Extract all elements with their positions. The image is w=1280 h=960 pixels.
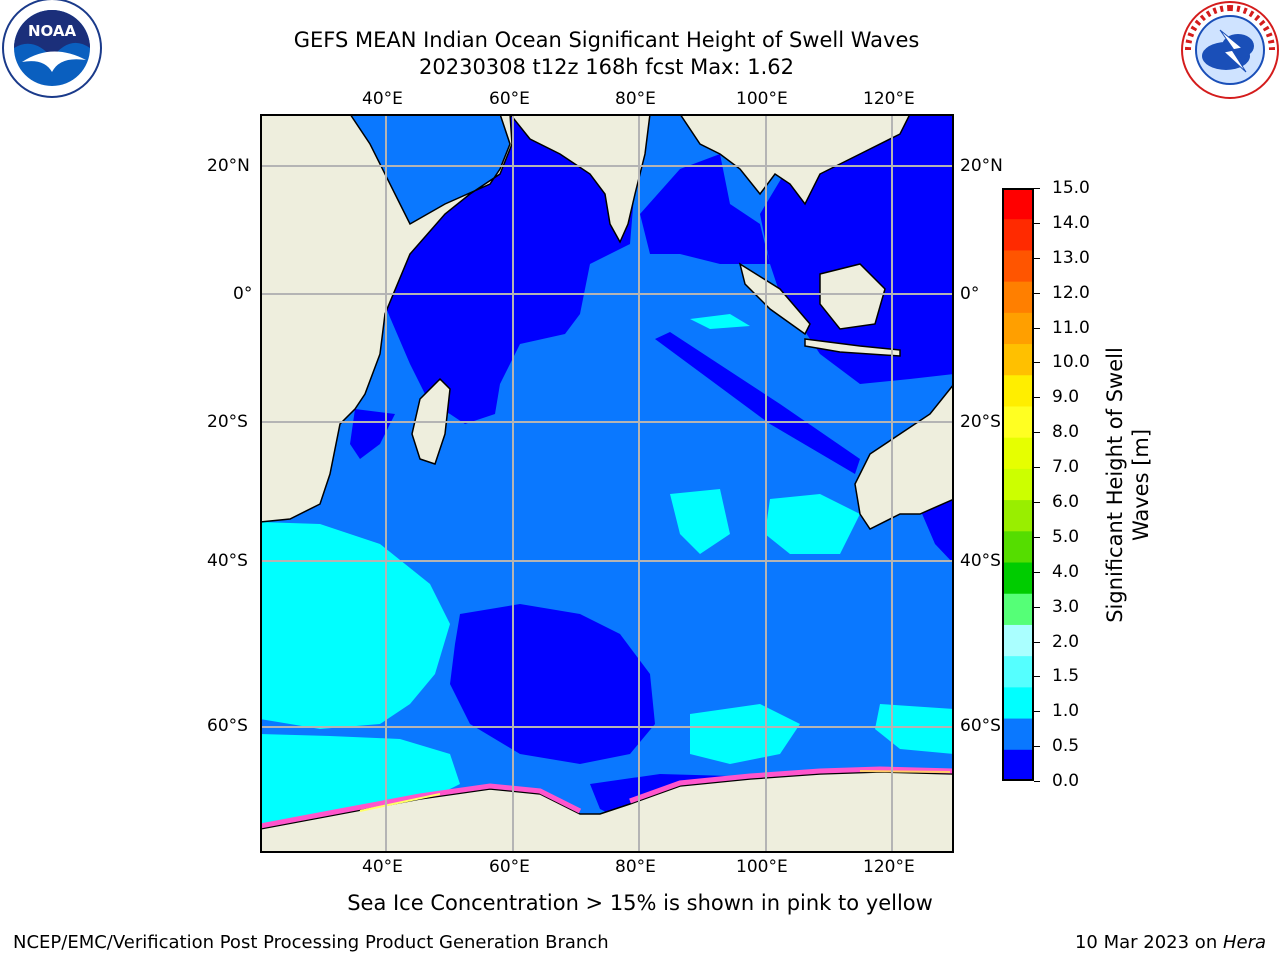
colorbar-tick-label: 13.0 [1052, 247, 1090, 268]
colorbar-swatch [1002, 344, 1034, 376]
map-frame [260, 114, 954, 853]
colorbar-tick-mark [1034, 292, 1040, 294]
footer-branch: NCEP/EMC/Verification Post Processing Pr… [13, 932, 609, 953]
colorbar-tick-label: 7.0 [1052, 457, 1080, 478]
nws-logo [1180, 0, 1280, 100]
colorbar-tick-mark [1034, 397, 1040, 399]
chart-title: GEFS MEAN Indian Ocean Significant Heigh… [293, 28, 920, 52]
colorbar-tick-mark [1034, 571, 1040, 573]
colorbar-tick-label: 12.0 [1052, 282, 1090, 303]
colorbar-tick-mark [1034, 746, 1040, 748]
colorbar-tick-label: 11.0 [1052, 317, 1090, 338]
bottom-lon-label-120e: 120°E [863, 857, 915, 877]
colorbar-tick-label: 1.0 [1052, 701, 1080, 722]
colorbar-swatch [1002, 281, 1034, 314]
colorbar-tick-label: 0.0 [1052, 771, 1080, 791]
left-lat-label-20n: 20°N [207, 156, 250, 176]
top-lon-label-80e: 80°E [615, 89, 656, 109]
top-lon-label-60e: 60°E [489, 89, 530, 109]
noaa-logo: NOAA [0, 0, 108, 100]
colorbar-tick-label: 1.5 [1052, 666, 1080, 687]
colorbar-tick-mark [1034, 432, 1040, 434]
colorbar-swatch [1002, 562, 1034, 595]
colorbar-swatch [1002, 375, 1034, 408]
bottom-lon-label-100e: 100°E [736, 857, 788, 877]
left-lat-label-60s: 60°S [207, 716, 248, 736]
map-canvas [259, 113, 955, 854]
colorbar-tick-mark [1034, 676, 1040, 678]
colorbar-swatch [1002, 687, 1034, 720]
colorbar-swatch [1002, 468, 1034, 501]
chart-subtitle: 20230308 t12z 168h fcst Max: 1.62 [419, 55, 794, 79]
colorbar [1002, 188, 1034, 782]
noaa-logo-text: NOAA [28, 22, 77, 40]
colorbar-tick-label: 0.5 [1052, 736, 1080, 757]
colorbar-tick-mark [1034, 536, 1040, 538]
footer-date-text: 10 Mar 2023 on [1074, 932, 1223, 953]
colorbar-swatch [1002, 406, 1034, 439]
colorbar-swatch [1002, 531, 1034, 564]
colorbar-swatch [1002, 188, 1034, 220]
colorbar-tick-label: 9.0 [1052, 387, 1080, 408]
colorbar-tick-label: 6.0 [1052, 491, 1080, 512]
colorbar-swatch [1002, 624, 1034, 657]
colorbar-swatch [1002, 250, 1034, 283]
colorbar-tick-mark [1034, 467, 1040, 469]
colorbar-swatch [1002, 219, 1034, 252]
colorbar-frame [1002, 188, 1034, 781]
colorbar-tick-label: 5.0 [1052, 526, 1080, 547]
colorbar-label-line2: Waves [m] [1129, 428, 1153, 542]
colorbar-tick-mark [1034, 327, 1040, 329]
colorbar-tick-label: 15.0 [1052, 178, 1090, 198]
colorbar-tick-label: 2.0 [1052, 631, 1080, 652]
footer-date: 10 Mar 2023 on Hera [1075, 932, 1266, 953]
colorbar-swatch [1002, 312, 1034, 345]
colorbar-swatch [1002, 437, 1034, 470]
colorbar-swatch [1002, 718, 1034, 751]
colorbar-tick-mark [1034, 188, 1040, 189]
bottom-lon-label-80e: 80°E [615, 857, 656, 877]
colorbar-ticks: 15.0 14.0 13.0 12.0 11.0 10.0 9.0 8.0 7.0 6.0 5.0 4… [1034, 178, 1114, 793]
colorbar-swatch [1002, 656, 1034, 688]
top-lon-label-120e: 120°E [863, 89, 915, 109]
map-panel [259, 113, 955, 854]
bottom-lon-label-60e: 60°E [489, 857, 530, 877]
colorbar-tick-label: 8.0 [1052, 422, 1080, 443]
colorbar-tick-label: 14.0 [1052, 212, 1090, 233]
colorbar-tick-mark [1034, 606, 1040, 608]
left-lat-label-40s: 40°S [207, 551, 248, 571]
colorbar-tick-mark [1034, 257, 1040, 259]
top-lon-label-40e: 40°E [362, 89, 403, 109]
left-lat-label-0: 0° [233, 284, 253, 304]
colorbar-swatch [1002, 500, 1034, 532]
footer-host: Hera [1222, 932, 1266, 953]
colorbar-tick-mark [1034, 781, 1040, 782]
bottom-lon-label-40e: 40°E [362, 857, 403, 877]
colorbar-tick-mark [1034, 711, 1040, 713]
colorbar-swatch [1002, 749, 1034, 782]
colorbar-tick-label: 10.0 [1052, 352, 1090, 373]
colorbar-tick-mark [1034, 641, 1040, 643]
colorbar-tick-mark [1034, 362, 1040, 364]
right-lat-label-60s: 60°S [960, 716, 1001, 736]
top-lon-label-100e: 100°E [736, 89, 788, 109]
map-gridlines [260, 114, 954, 853]
colorbar-tick-label: 4.0 [1052, 561, 1080, 582]
colorbar-swatches [1002, 188, 1034, 782]
colorbar-tick-label: 3.0 [1052, 596, 1080, 617]
colorbar-tick-mark [1034, 222, 1040, 224]
right-lat-label-20n: 20°N [960, 156, 1003, 176]
colorbar-label-line1: Significant Height of Swell [1103, 347, 1127, 623]
sea-ice-note: Sea Ice Concentration > 15% is shown in … [347, 891, 933, 915]
colorbar-swatch [1002, 593, 1034, 626]
right-lat-label-20s: 20°S [960, 412, 1001, 432]
right-lat-label-40s: 40°S [960, 551, 1001, 571]
left-lat-label-20s: 20°S [207, 412, 248, 432]
colorbar-tick-mark [1034, 501, 1040, 503]
right-lat-label-0: 0° [960, 284, 980, 304]
